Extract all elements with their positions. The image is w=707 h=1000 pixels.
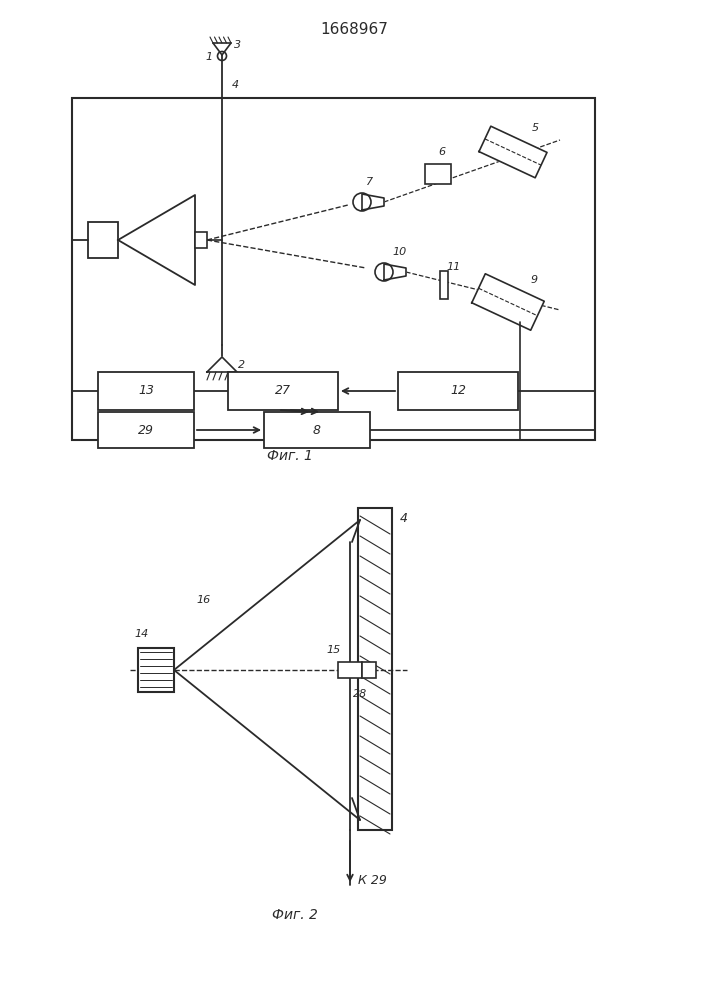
Text: 2: 2	[238, 360, 245, 370]
Text: К 29: К 29	[358, 874, 387, 886]
Bar	[88, 222, 118, 258]
Text: 28: 28	[353, 689, 367, 699]
Text: 8: 8	[313, 424, 321, 436]
Bar	[362, 662, 376, 678]
Bar	[98, 412, 194, 448]
Bar	[398, 372, 518, 410]
Bar	[358, 508, 392, 830]
Text: 15: 15	[327, 645, 341, 655]
Text: 11: 11	[447, 262, 461, 272]
Polygon shape	[118, 195, 195, 285]
Text: 4: 4	[400, 512, 408, 524]
Bar	[228, 372, 338, 410]
Bar	[195, 232, 207, 248]
Text: 14: 14	[135, 629, 149, 639]
Text: 5: 5	[532, 123, 539, 133]
Text: Фиг. 2: Фиг. 2	[272, 908, 318, 922]
Text: 1668967: 1668967	[320, 22, 388, 37]
Bar	[72, 98, 595, 440]
Bar	[425, 164, 451, 184]
Bar	[264, 412, 370, 448]
Text: 1: 1	[206, 52, 213, 62]
Polygon shape	[479, 126, 547, 178]
Bar	[338, 662, 362, 678]
Text: 10: 10	[393, 247, 407, 257]
Text: 13: 13	[138, 384, 154, 397]
Text: 6: 6	[438, 147, 445, 157]
Polygon shape	[207, 357, 237, 372]
Text: 3: 3	[235, 40, 242, 50]
Text: 29: 29	[138, 424, 154, 436]
Polygon shape	[384, 264, 406, 280]
Text: 9: 9	[530, 275, 537, 285]
Text: 12: 12	[450, 384, 466, 397]
Text: 16: 16	[197, 595, 211, 605]
Polygon shape	[362, 194, 384, 210]
Bar	[98, 372, 194, 410]
Text: 27: 27	[275, 384, 291, 397]
Text: 4: 4	[231, 80, 238, 90]
Text: 7: 7	[366, 177, 373, 187]
Bar	[440, 271, 448, 299]
Text: Фиг. 1: Фиг. 1	[267, 449, 313, 463]
Bar	[138, 648, 174, 692]
Polygon shape	[472, 274, 544, 330]
